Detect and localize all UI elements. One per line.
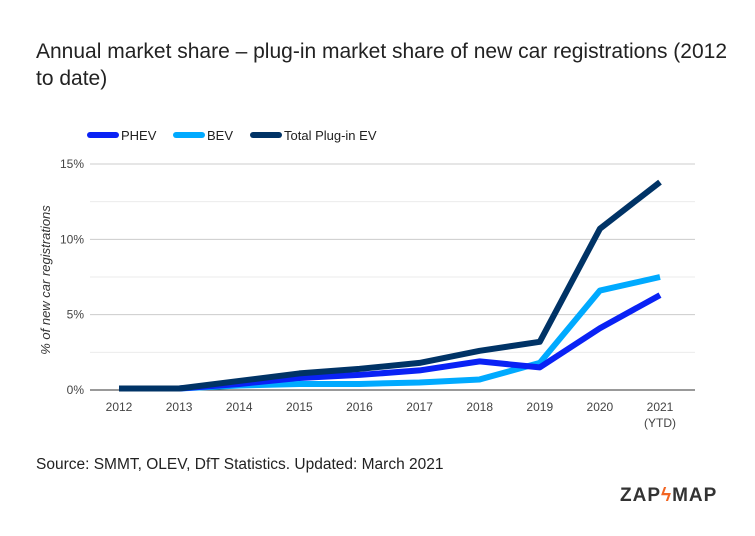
x-tick-label: 2012 [106,400,133,414]
y-tick-label: 10% [60,232,84,246]
legend-label: PHEV [121,128,157,143]
x-tick-label: 2013 [166,400,193,414]
logo-left: ZAP [620,485,661,506]
x-tick-label: 2014 [226,400,253,414]
y-tick-label: 0% [67,383,85,397]
series-line-total-plug-in-ev [119,179,662,392]
y-tick-label: 15% [60,157,84,171]
x-tick-label: 2020 [587,400,614,414]
series-line-phev [119,292,662,392]
pin-bolt-icon: ϟ [661,485,673,506]
legend-label: Total Plug-in EV [284,128,377,143]
x-tick-label: 2018 [466,400,493,414]
y-tick-label: 5% [67,308,85,322]
x-tick-label: 2019 [526,400,553,414]
x-tick-label: 2016 [346,400,373,414]
x-tick-sublabel: (YTD) [644,416,676,430]
x-tick-label: 2021 [647,400,674,414]
source-note: Source: SMMT, OLEV, DfT Statistics. Upda… [36,456,444,473]
logo-right: MAP [672,485,718,506]
x-tick-label: 2015 [286,400,313,414]
zapmap-logo: ZAPϟMAP [620,485,717,507]
legend-label: BEV [207,128,233,143]
x-tick-label: 2017 [406,400,433,414]
chart-title: Annual market share – plug-in market sha… [36,40,728,90]
y-axis-label: % of new car registrations [38,205,53,355]
